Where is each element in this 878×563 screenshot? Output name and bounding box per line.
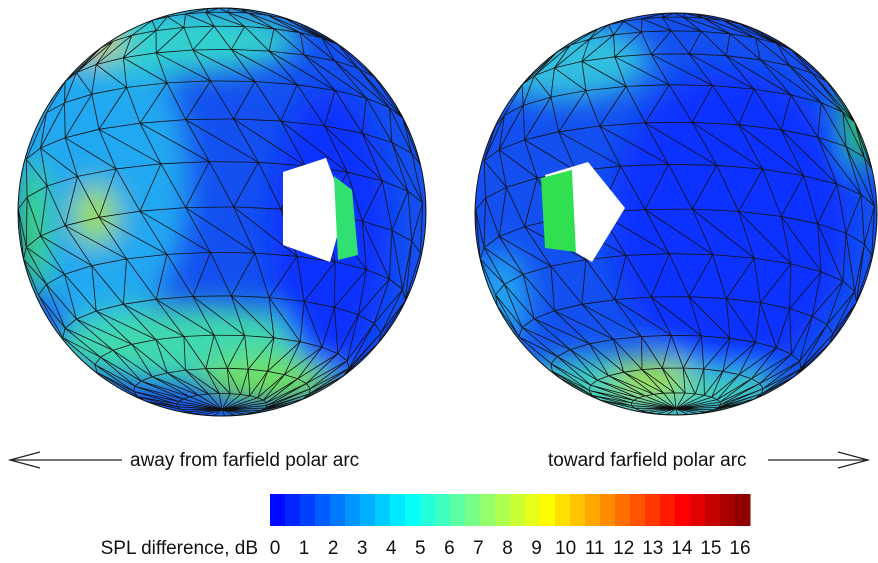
colorbar-band — [495, 494, 511, 526]
colorbar-band — [585, 494, 601, 526]
colorbar-band — [270, 494, 286, 526]
colorbar-band — [615, 494, 631, 526]
colorbar-tick-label: 5 — [415, 538, 426, 559]
left-annotation: away from farfield polar arc — [130, 450, 359, 471]
hole-edge — [334, 176, 358, 260]
colorbar-tick-label: 13 — [642, 538, 663, 559]
colorbar-band — [525, 494, 541, 526]
colorbar-band — [690, 494, 706, 526]
colorbar-band — [360, 494, 376, 526]
right-arrow — [768, 451, 871, 469]
left-arrow — [7, 451, 122, 469]
colorbar-band — [540, 494, 556, 526]
hole — [283, 158, 345, 262]
colorbar-band — [390, 494, 406, 526]
colorbar-band — [720, 494, 736, 526]
colorbar-band — [375, 494, 391, 526]
right-annotation: toward farfield polar arc — [548, 450, 747, 471]
colorbar-band — [345, 494, 361, 526]
colorbar-label: SPL difference, dB — [101, 538, 258, 559]
colorbar-band — [435, 494, 451, 526]
colorbar-band — [465, 494, 481, 526]
colorbar-tick-label: 4 — [386, 538, 397, 559]
colorbar-band — [480, 494, 496, 526]
mesh — [474, 12, 878, 416]
right-sphere — [474, 12, 878, 416]
colorbar-band — [405, 494, 421, 526]
colorbar-band — [630, 494, 646, 526]
colorbar-tick-label: 14 — [671, 538, 693, 559]
colorbar-band — [660, 494, 676, 526]
colorbar-band — [450, 494, 466, 526]
colorbar-tick-label: 8 — [502, 538, 513, 559]
colorbar-band — [420, 494, 436, 526]
colorbar-tick-label: 15 — [700, 538, 721, 559]
mesh-lines — [17, 7, 423, 417]
sphere-outline — [17, 7, 427, 417]
colorbar-band — [675, 494, 691, 526]
colorbar-band — [735, 494, 751, 526]
colorbar-band — [555, 494, 571, 526]
colorbar-tick-label: 3 — [357, 538, 368, 559]
colorbar-tick-label: 0 — [270, 538, 281, 559]
sphere-outline — [474, 12, 878, 416]
colorbar-tick-label: 2 — [328, 538, 339, 559]
colorbar-band — [645, 494, 661, 526]
colorbar-tick-label: 1 — [299, 538, 310, 559]
colorbar-tick-label: 9 — [531, 538, 542, 559]
hole-edge — [541, 170, 576, 252]
colorbar — [270, 494, 751, 526]
colorbar-tick-label: 7 — [473, 538, 484, 559]
colorbar-band — [300, 494, 316, 526]
hole — [572, 164, 594, 258]
colorbar-band — [285, 494, 301, 526]
colorbar-band — [510, 494, 526, 526]
colorbar-tick-label: 11 — [585, 538, 605, 559]
colorbar-band — [600, 494, 616, 526]
colorbar-tick-label: 12 — [613, 538, 634, 559]
colorbar-band — [570, 494, 586, 526]
colorbar-tick-label: 6 — [444, 538, 455, 559]
mesh — [17, 7, 427, 417]
colorbar-tick-label: 16 — [729, 538, 750, 559]
colorbar-band — [705, 494, 721, 526]
colorbar-band — [330, 494, 346, 526]
colorbar-band — [315, 494, 331, 526]
left-sphere — [17, 7, 427, 417]
colorbar-tick-label: 10 — [555, 538, 576, 559]
